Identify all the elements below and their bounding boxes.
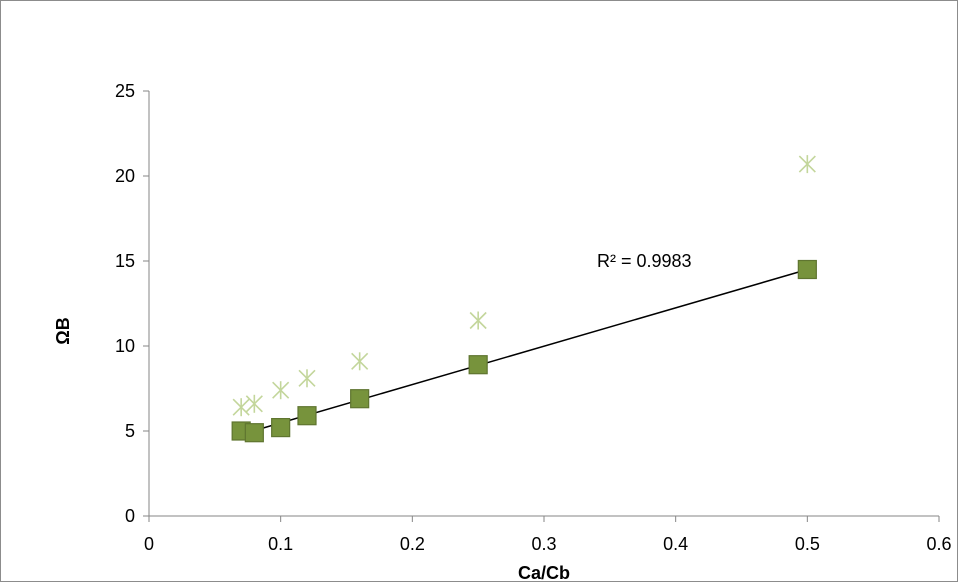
- square-data-point: [468, 355, 488, 375]
- square-data-point: [244, 423, 264, 443]
- asterisk-data-point: [351, 352, 369, 371]
- y-tick-label: 5: [125, 421, 135, 441]
- asterisk-data-point: [298, 369, 316, 388]
- asterisk-data-point: [272, 381, 290, 400]
- y-tick-label: 20: [115, 166, 135, 186]
- y-tick-label: 10: [115, 336, 135, 356]
- x-tick-label: 0.4: [663, 534, 688, 554]
- x-tick-label: 0.6: [926, 534, 951, 554]
- x-axis-title: Ca/Cb: [518, 563, 570, 583]
- y-tick-label: 25: [115, 81, 135, 101]
- x-tick-label: 0: [144, 534, 154, 554]
- data-points: [231, 155, 817, 443]
- y-axis-title: ΩB: [53, 317, 73, 344]
- x-tick-label: 0.3: [531, 534, 556, 554]
- x-tick-label: 0.5: [795, 534, 820, 554]
- x-tick-label: 0.2: [400, 534, 425, 554]
- asterisk-data-point: [232, 398, 250, 417]
- square-data-point: [297, 406, 317, 426]
- axes: 0 5 10 15 20 25 0 0.1 0.2 0.3 0.4 0.5 0.6: [115, 81, 952, 554]
- r-squared-annotation: R² = 0.9983: [597, 251, 692, 271]
- square-data-point: [271, 418, 291, 438]
- asterisk-data-point: [469, 311, 487, 330]
- trendline-layer: [240, 268, 808, 436]
- asterisk-data-point: [245, 394, 263, 413]
- linear-trendline: [240, 268, 808, 436]
- y-tick-label: 15: [115, 251, 135, 271]
- square-data-point: [797, 259, 817, 280]
- x-tick-label: 0.1: [268, 534, 293, 554]
- y-tick-label: 0: [125, 506, 135, 526]
- square-data-point: [350, 389, 370, 409]
- asterisk-data-point: [798, 155, 816, 174]
